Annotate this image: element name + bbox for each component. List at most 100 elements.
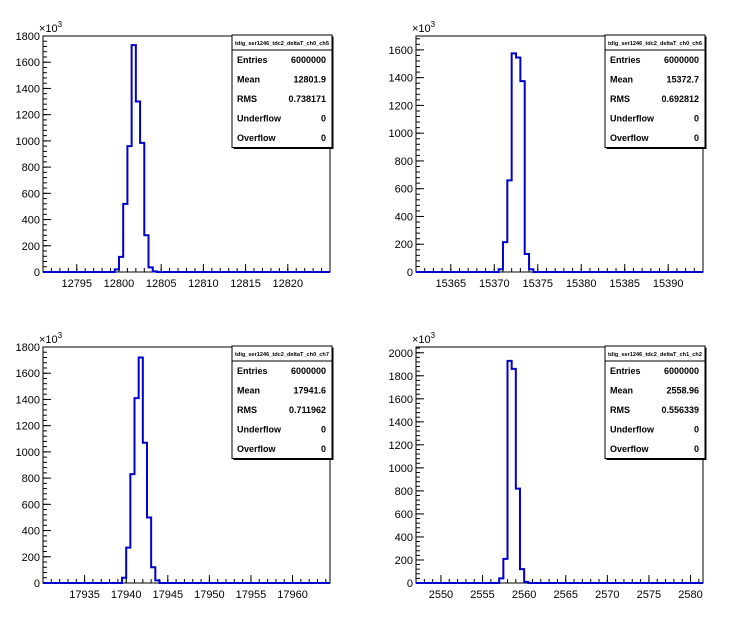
y-tick-label: 1400 [16, 394, 40, 406]
x-tick-label: 12810 [188, 278, 219, 290]
x-tick-label: 2580 [678, 589, 702, 601]
stats-label: Overflow [237, 444, 277, 454]
stats-value: 0 [694, 425, 699, 435]
stats-value: 12801.9 [293, 75, 326, 85]
y-exponent-power: 3 [58, 20, 63, 29]
x-tick-label: 12805 [146, 278, 177, 290]
x-tick-label: 15380 [566, 278, 597, 290]
stats-box [231, 34, 333, 148]
x-tick-label: 12795 [61, 278, 92, 290]
x-tick-label: 17955 [236, 589, 267, 601]
stats-value: 0.556339 [661, 405, 699, 415]
x-tick-label: 12800 [104, 278, 135, 290]
y-tick-label: 400 [22, 215, 40, 227]
x-tick-label: 2565 [553, 589, 577, 601]
y-tick-label: 1800 [16, 31, 40, 43]
y-tick-label: 800 [22, 162, 40, 174]
y-tick-label: 800 [22, 473, 40, 485]
histogram-line [43, 356, 330, 584]
y-exponent-label: ×103 [412, 331, 436, 346]
stats-value: 15372.7 [666, 75, 699, 85]
x-tick-label: 15370 [479, 278, 510, 290]
histogram-line [416, 359, 703, 584]
histogram-title: tdig_ser1246_tdc2_deltaT_ch0_ch6 [608, 41, 702, 47]
histogram-line [43, 44, 330, 273]
y-exponent-label: ×103 [39, 20, 63, 35]
y-tick-label: 200 [395, 555, 413, 567]
y-tick-label: 1600 [16, 57, 40, 69]
stats-value: 6000000 [664, 55, 699, 65]
y-tick-label: 1600 [389, 45, 413, 57]
x-tick-label: 2555 [470, 589, 494, 601]
y-tick-label: 200 [395, 239, 413, 251]
stats-label: Overflow [237, 133, 277, 143]
x-tick-label: 15375 [522, 278, 553, 290]
y-tick-label: 1200 [389, 440, 413, 452]
stats-value: 0 [321, 133, 326, 143]
x-tick-label: 17935 [69, 589, 100, 601]
y-tick-label: 400 [395, 211, 413, 223]
y-exponent-label: ×103 [39, 331, 63, 346]
y-tick-label: 1000 [389, 463, 413, 475]
stats-box [604, 34, 706, 148]
y-tick-label: 1800 [16, 342, 40, 354]
x-tick-label: 17945 [152, 589, 183, 601]
x-tick-label: 15385 [609, 278, 640, 290]
stats-label: Mean [237, 75, 260, 85]
stats-value: 6000000 [291, 366, 326, 376]
y-tick-label: 1000 [16, 136, 40, 148]
y-exponent-power: 3 [58, 331, 63, 340]
x-tick-label: 17940 [111, 589, 142, 601]
stats-value: 6000000 [664, 366, 699, 376]
y-tick-label: 1800 [389, 371, 413, 383]
stats-label: Entries [610, 366, 641, 376]
y-exponent-power: 3 [431, 20, 436, 29]
y-tick-label: 800 [395, 156, 413, 168]
histogram-line [416, 52, 703, 273]
y-tick-label: 400 [22, 526, 40, 538]
y-tick-label: 0 [34, 578, 40, 590]
y-tick-label: 1400 [16, 83, 40, 95]
stats-label: Underflow [610, 425, 655, 435]
x-tick-label: 2560 [512, 589, 536, 601]
stats-value: 0 [321, 114, 326, 124]
y-tick-label: 600 [22, 188, 40, 200]
x-tick-label: 2550 [429, 589, 453, 601]
stats-label: Mean [237, 386, 260, 396]
stats-value: 6000000 [291, 55, 326, 65]
histogram-panel-1: 0 200 400 600 800 1000 1200 1400 1600 1800 12795 12… [16, 20, 334, 290]
histogram-panel-2: 0 200 400 600 800 1000 1200 1400 1600 15365 15370 1… [389, 20, 707, 290]
y-tick-label: 1000 [389, 128, 413, 140]
stats-value: 0.692812 [661, 94, 699, 104]
y-tick-label: 400 [395, 532, 413, 544]
stats-label: Underflow [610, 114, 655, 124]
y-tick-label: 1400 [389, 417, 413, 429]
stats-label: Mean [610, 75, 633, 85]
y-tick-label: 1200 [389, 100, 413, 112]
stats-label: RMS [610, 405, 630, 415]
x-tick-label: 12820 [272, 278, 303, 290]
stats-value: 0 [694, 133, 699, 143]
stats-value: 0.711962 [289, 405, 326, 415]
y-tick-label: 0 [407, 578, 413, 590]
stats-box [604, 345, 706, 459]
histogram-panel-3: 0 200 400 600 800 1000 1200 1400 1600 1800 17935 17… [16, 331, 334, 601]
x-tick-label: 17960 [277, 589, 308, 601]
y-tick-label: 0 [34, 267, 40, 279]
y-tick-label: 600 [395, 509, 413, 521]
y-tick-label: 1600 [16, 368, 40, 380]
stats-label: Entries [237, 366, 268, 376]
y-tick-label: 800 [395, 486, 413, 498]
stats-label: Entries [237, 55, 268, 65]
stats-value: 17941.6 [293, 386, 326, 396]
histogram-title: tdig_ser1246_tdc2_deltaT_ch0_ch5 [235, 41, 329, 47]
y-tick-label: 200 [22, 241, 40, 253]
stats-label: Underflow [237, 114, 282, 124]
y-tick-label: 1400 [389, 73, 413, 85]
y-tick-label: 600 [395, 184, 413, 196]
stats-value: 0 [694, 444, 699, 454]
stats-label: Underflow [237, 425, 282, 435]
stats-label: Mean [610, 386, 633, 396]
x-tick-label: 15390 [653, 278, 684, 290]
